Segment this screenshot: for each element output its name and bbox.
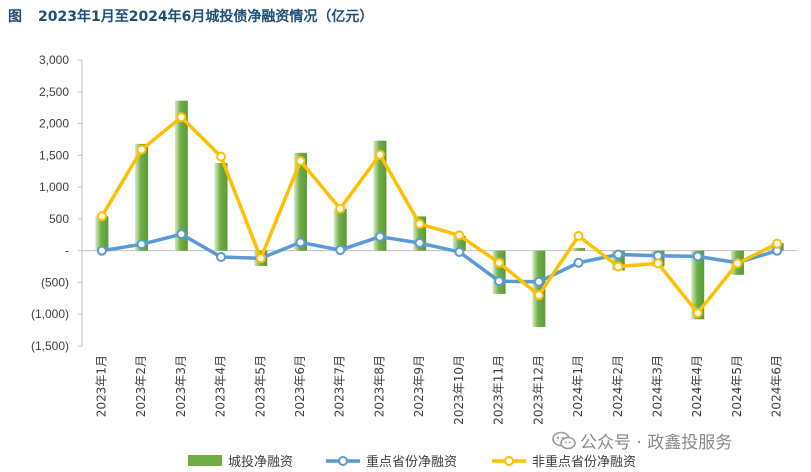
data-point [335,245,346,256]
bar [174,100,188,251]
x-tick-label: 2023年1月 [94,355,108,417]
x-tick-label: 2023年2月 [134,355,148,417]
legend: 城投净融资 重点省份净融资 非重点省份净融资 [188,454,636,470]
line-series [96,112,783,318]
bar [333,208,347,251]
y-tick-label: 2,500 [39,85,69,99]
data-point [295,156,306,167]
x-axis: 2023年1月 2023年2月 2023年3月 2023年4月 2023年5月 2023年… [82,250,797,425]
bar [293,152,307,251]
x-tick-label: 2023年8月 [372,355,386,417]
y-tick-label: (1,500) [31,339,69,353]
legend-swatch [188,455,222,466]
y-tick-label: 2,000 [39,117,69,131]
x-tick-label: 2023年5月 [253,355,267,417]
data-point [454,230,465,241]
legend-label: 重点省份净融资 [366,454,457,470]
x-tick-label: 2024年2月 [611,355,625,417]
y-tick-label: 500 [49,212,69,226]
data-point [494,276,505,287]
data-point [573,231,584,242]
data-point [494,257,505,268]
legend-label: 非重点省份净融资 [532,454,636,470]
data-point [414,238,425,249]
legend-label: 城投净融资 [228,454,293,470]
y-tick-label: 1,000 [39,180,69,194]
x-tick-label: 2023年7月 [333,355,347,417]
x-tick-label: 2023年4月 [214,355,228,417]
data-point [216,151,227,162]
data-point [374,231,385,242]
bar [214,162,228,251]
data-point [176,112,187,123]
x-tick-label: 2023年6月 [293,355,307,417]
x-tick-label: 2024年6月 [770,355,784,417]
x-tick-label: 2024年1月 [571,355,585,417]
data-point [255,253,266,264]
bar [95,216,109,251]
data-point [136,239,147,250]
bar [135,143,149,251]
bar [373,140,387,251]
data-point [732,258,743,269]
bar [532,250,546,327]
y-tick-label: 1,500 [39,148,69,162]
y-axis: (1,500) (1,000) (500) - 500 1,000 1,500 2,000 2,… [31,53,83,353]
series-line [100,115,778,315]
x-tick-label: 2024年3月 [650,355,664,417]
data-point [335,203,346,214]
bar [572,248,586,251]
data-point [414,218,425,229]
x-tick-label: 2023年11月 [492,355,506,425]
data-point [533,290,544,301]
data-point [96,245,107,256]
x-tick-label: 2023年12月 [531,355,545,425]
data-point [692,251,703,262]
data-point [772,238,783,249]
y-tick-label: 3,000 [39,53,69,67]
data-point [176,229,187,240]
chart-title: 图 2023年1月至2024年6月城投债净融资情况（亿元） [8,6,373,26]
data-point [216,252,227,263]
bar [691,250,705,320]
y-tick-label: - [65,244,69,258]
data-point [692,307,703,318]
data-point [96,211,107,222]
legend-marker [504,456,514,466]
x-tick-label: 2023年9月 [412,355,426,417]
data-point [613,249,624,260]
wechat-icon [552,431,576,449]
series-line [101,232,778,284]
x-tick-label: 2023年3月 [174,355,188,417]
x-tick-label: 2024年4月 [690,355,704,417]
data-point [652,258,663,269]
legend-marker [338,456,348,466]
data-point [613,261,624,272]
bar [492,250,506,294]
x-tick-label: 2024年5月 [730,355,744,417]
data-point [295,237,306,248]
figure-title: 2023年1月至2024年6月城投债净融资情况（亿元） [38,9,374,25]
y-tick-label: (1,000) [31,307,69,321]
data-point [136,144,147,155]
watermark-text: 公众号 · 政鑫投服务 [580,433,733,453]
watermark: 公众号 · 政鑫投服务 [552,428,732,453]
data-point [374,149,385,160]
figure-label: 图 [8,9,22,25]
y-tick-label: (500) [41,275,69,289]
data-point [573,257,584,268]
data-point [533,276,544,287]
x-tick-label: 2023年10月 [452,355,466,425]
data-point [454,246,465,257]
